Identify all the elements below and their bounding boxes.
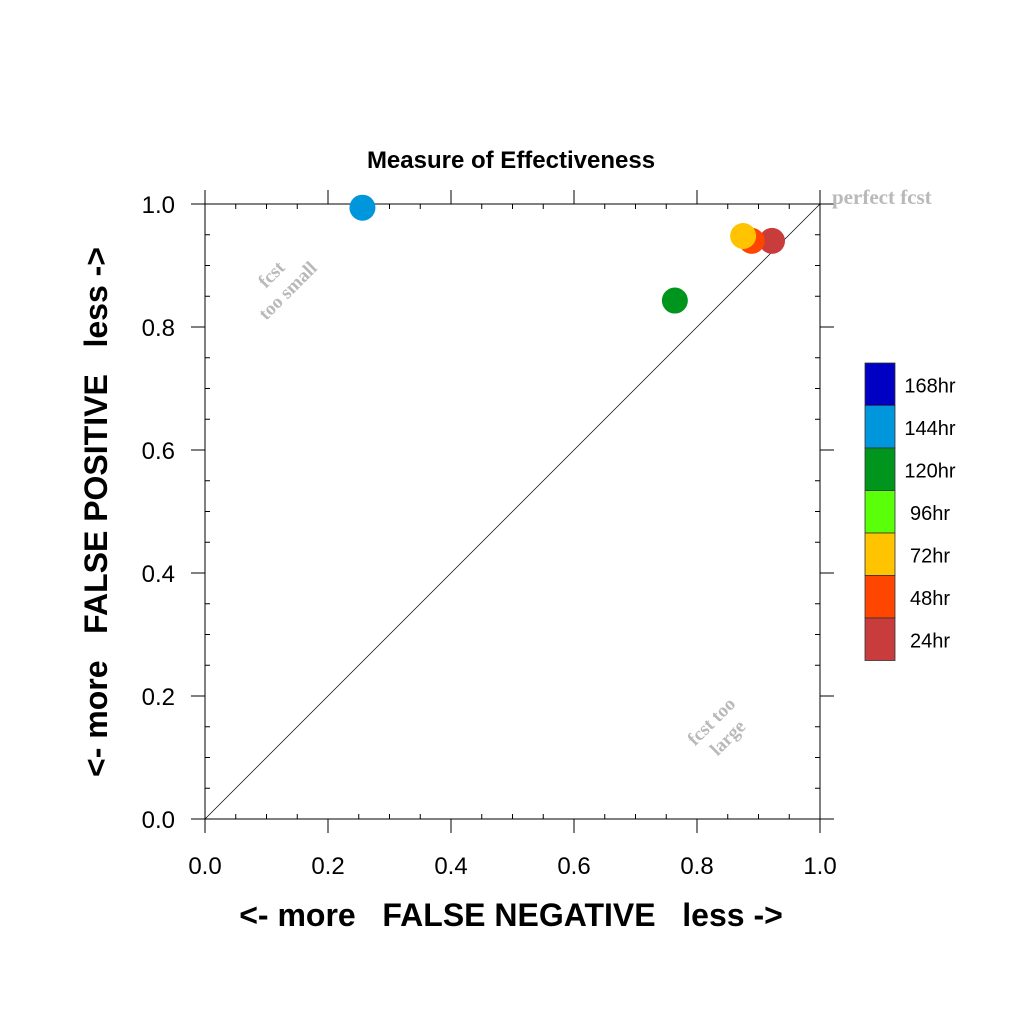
- x-tick-label: 1.0: [803, 853, 836, 880]
- legend-swatch-144hr: [864, 405, 896, 449]
- legend: 168hr 144hr 120hr 96hr 72hr 48hr 24hr: [864, 362, 956, 661]
- y-tick-label: 0.0: [142, 807, 175, 834]
- legend-label-48hr: 48hr: [910, 588, 950, 610]
- legend-swatch-96hr: [864, 490, 896, 534]
- legend-swatch-120hr: [864, 447, 896, 491]
- y-tick-label: 0.2: [142, 684, 175, 711]
- point-24hr: [759, 227, 786, 254]
- axis-ticks: [191, 190, 834, 833]
- y-tick-label: 0.4: [142, 561, 175, 588]
- annotation-perfect-fcst: perfect fcst: [832, 185, 932, 209]
- legend-swatch-48hr: [864, 575, 896, 619]
- legend-label-120hr: 120hr: [904, 460, 955, 482]
- data-points: [349, 194, 786, 314]
- y-tick-label: 0.6: [142, 438, 175, 465]
- x-tick-label: 0.8: [680, 853, 713, 880]
- x-tick-label: 0.0: [188, 853, 221, 880]
- legend-label-72hr: 72hr: [910, 545, 950, 567]
- legend-label-96hr: 96hr: [910, 503, 950, 525]
- annotation-too-large: fcst too large: [684, 694, 750, 760]
- y-axis-label: <- more FALSE POSITIVE less ->: [78, 247, 114, 777]
- legend-label-144hr: 144hr: [904, 418, 955, 440]
- x-tick-label: 0.6: [557, 853, 590, 880]
- point-144hr: [349, 194, 376, 221]
- y-tick-label: 0.8: [142, 315, 175, 342]
- legend-swatch-24hr: [864, 617, 896, 661]
- x-tick-label: 0.2: [311, 853, 344, 880]
- point-72hr: [730, 222, 757, 249]
- annotation-too-small: fcst too small: [254, 257, 321, 325]
- x-tick-label: 0.4: [434, 853, 467, 880]
- legend-swatch-72hr: [864, 532, 896, 576]
- diagonal-reference-line: [204, 203, 821, 820]
- chart-title: Measure of Effectiveness: [367, 147, 655, 174]
- legend-label-24hr: 24hr: [910, 630, 950, 652]
- x-tick-labels: 0.0 0.2 0.4 0.6 0.8 1.0: [188, 853, 836, 880]
- legend-swatch-168hr: [864, 362, 896, 406]
- point-120hr: [661, 287, 688, 314]
- x-axis-label: <- more FALSE NEGATIVE less ->: [239, 897, 783, 933]
- y-tick-labels: 0.0 0.2 0.4 0.6 0.8 1.0: [142, 192, 175, 834]
- legend-label-168hr: 168hr: [904, 375, 955, 397]
- y-tick-label: 1.0: [142, 192, 175, 219]
